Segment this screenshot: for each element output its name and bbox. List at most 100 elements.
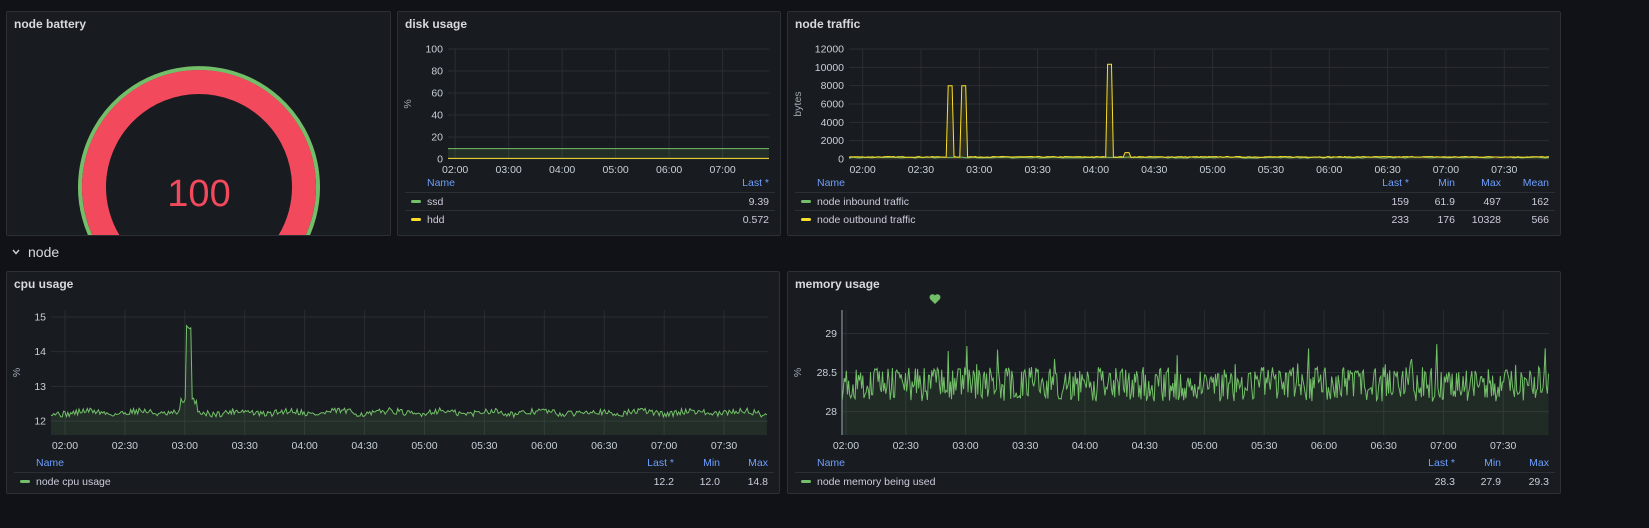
x-tick-label: 07:00 xyxy=(1433,164,1459,176)
legend-header-name[interactable]: Name xyxy=(427,177,456,189)
x-tick-label: 05:00 xyxy=(602,164,628,176)
legend-header-last[interactable]: Last * xyxy=(742,177,769,189)
panel-memory-usage[interactable]: memory usage 28 28.5 29 02:00 02:30 03:00 03:3… xyxy=(787,271,1561,494)
legend: Name Last * ssd 9.39 hdd 0.572 xyxy=(405,177,775,232)
panel-title[interactable]: cpu usage xyxy=(14,277,74,291)
legend-last: 28.3 xyxy=(1434,476,1455,488)
legend-header-max[interactable]: Max xyxy=(748,457,768,469)
x-tick-label: 05:30 xyxy=(1258,164,1284,176)
series-color-swatch xyxy=(801,200,811,203)
y-tick-label: 2000 xyxy=(821,135,845,147)
legend-name: node inbound traffic xyxy=(817,196,910,208)
panel-cpu-usage[interactable]: cpu usage 12 13 14 15 02:00 02:30 03:00 03:30 04… xyxy=(6,271,780,494)
x-tick-label: 06:00 xyxy=(531,440,557,452)
panel-disk-usage[interactable]: disk usage 0 20 40 60 80 100 02:00 03:00 04:00 05… xyxy=(397,11,781,236)
legend-header-last[interactable]: Last * xyxy=(1428,457,1455,469)
y-tick-label: 6000 xyxy=(821,99,845,111)
x-tick-label: 06:30 xyxy=(1374,164,1400,176)
x-tick-label: 07:30 xyxy=(1491,164,1517,176)
y-tick-label: 12 xyxy=(34,416,46,428)
gauge-value: 100 xyxy=(167,173,230,215)
legend-min: 61.9 xyxy=(1434,196,1455,208)
legend-header-name[interactable]: Name xyxy=(36,457,65,469)
legend-name: hdd xyxy=(427,214,445,226)
y-tick-label: 0 xyxy=(838,154,844,166)
x-tick-label: 03:00 xyxy=(952,440,978,452)
panel-title[interactable]: disk usage xyxy=(405,17,468,31)
gauge-threshold-arc xyxy=(78,66,320,235)
legend-header-name[interactable]: Name xyxy=(817,457,846,469)
legend-last: 0.572 xyxy=(742,214,769,226)
row-title[interactable]: node xyxy=(28,244,60,260)
legend-row[interactable]: node inbound traffic 159 61.9 497 162 xyxy=(795,192,1555,209)
cpu-chart: 12 13 14 15 02:00 02:30 03:00 03:30 04:00 04:30 05… xyxy=(11,310,768,452)
legend-row[interactable]: node memory being used 28.3 27.9 29.3 xyxy=(795,472,1555,489)
legend-mean: 162 xyxy=(1531,196,1549,208)
legend-header-max[interactable]: Max xyxy=(1529,457,1549,469)
legend-header-min[interactable]: Min xyxy=(703,457,720,469)
x-tick-label: 07:30 xyxy=(711,440,737,452)
x-tick-label: 03:30 xyxy=(232,440,258,452)
legend-mean: 566 xyxy=(1531,214,1549,226)
chevron-down-icon[interactable] xyxy=(12,248,20,256)
x-tick-label: 02:00 xyxy=(52,440,78,452)
y-tick-label: 10000 xyxy=(815,62,844,74)
x-tick-label: 06:30 xyxy=(591,440,617,452)
legend-row[interactable]: node outbound traffic 233 176 10328 566 xyxy=(795,210,1555,227)
y-tick-label: 29 xyxy=(825,328,837,340)
legend-name: ssd xyxy=(427,196,444,208)
x-tick-label: 05:30 xyxy=(1251,440,1277,452)
panel-title[interactable]: node traffic xyxy=(795,17,861,31)
legend-row[interactable]: hdd 0.572 xyxy=(405,210,775,227)
x-tick-label: 05:00 xyxy=(1191,440,1217,452)
legend-header-last[interactable]: Last * xyxy=(1382,177,1409,189)
series-color-swatch xyxy=(801,480,811,483)
series-color-swatch xyxy=(411,200,421,203)
legend-header-max[interactable]: Max xyxy=(1481,177,1501,189)
x-tick-label: 04:00 xyxy=(1083,164,1109,176)
panel-title[interactable]: node battery xyxy=(14,17,87,31)
panel-node-battery[interactable]: node battery 100 0 100 xyxy=(6,11,391,236)
legend: Name Last * Min Max node memory being us… xyxy=(795,457,1555,493)
legend-name: node cpu usage xyxy=(36,476,111,488)
x-tick-label: 02:00 xyxy=(833,440,859,452)
series-color-swatch xyxy=(20,480,30,483)
x-tick-label: 07:00 xyxy=(651,440,677,452)
y-tick-label: 20 xyxy=(431,132,443,144)
heart-icon[interactable] xyxy=(929,293,941,305)
legend-row[interactable]: node cpu usage 12.2 12.0 14.8 xyxy=(14,472,774,489)
x-tick-label: 03:00 xyxy=(495,164,521,176)
x-tick-label: 07:30 xyxy=(1490,440,1516,452)
legend-header-min[interactable]: Min xyxy=(1484,457,1501,469)
memory-chart: 28 28.5 29 02:00 02:30 03:00 03:30 04:00 04:30 05… xyxy=(792,310,1549,452)
y-axis-label: bytes xyxy=(792,91,804,116)
legend-row[interactable]: ssd 9.39 xyxy=(405,192,775,209)
x-tick-label: 04:00 xyxy=(549,164,575,176)
y-tick-label: 60 xyxy=(431,88,443,100)
x-tick-label: 03:00 xyxy=(172,440,198,452)
legend-last: 233 xyxy=(1391,214,1409,226)
legend-min: 176 xyxy=(1437,214,1455,226)
legend-header-last[interactable]: Last * xyxy=(647,457,674,469)
legend-min: 12.0 xyxy=(699,476,720,488)
series-area-cpu xyxy=(51,325,767,435)
legend-header-min[interactable]: Min xyxy=(1438,177,1455,189)
y-tick-label: 12000 xyxy=(815,44,844,56)
legend-max: 10328 xyxy=(1471,214,1501,226)
x-tick-label: 04:30 xyxy=(1132,440,1158,452)
panel-title[interactable]: memory usage xyxy=(795,277,880,291)
x-tick-label: 02:30 xyxy=(893,440,919,452)
legend-header-name[interactable]: Name xyxy=(817,177,846,189)
x-tick-label: 07:00 xyxy=(1430,440,1456,452)
y-tick-label: 4000 xyxy=(821,117,845,129)
series-color-swatch xyxy=(411,218,421,221)
legend-header-mean[interactable]: Mean xyxy=(1522,177,1549,189)
x-tick-label: 06:00 xyxy=(1316,164,1342,176)
legend-last: 12.2 xyxy=(653,476,674,488)
x-tick-label: 05:00 xyxy=(411,440,437,452)
x-tick-label: 04:00 xyxy=(1072,440,1098,452)
series-line-cpu xyxy=(50,324,768,419)
y-tick-label: 28.5 xyxy=(817,367,838,379)
panel-node-traffic[interactable]: node traffic 0 2000 4000 6000 8000 10000 12000… xyxy=(787,11,1561,236)
legend-max: 497 xyxy=(1483,196,1501,208)
